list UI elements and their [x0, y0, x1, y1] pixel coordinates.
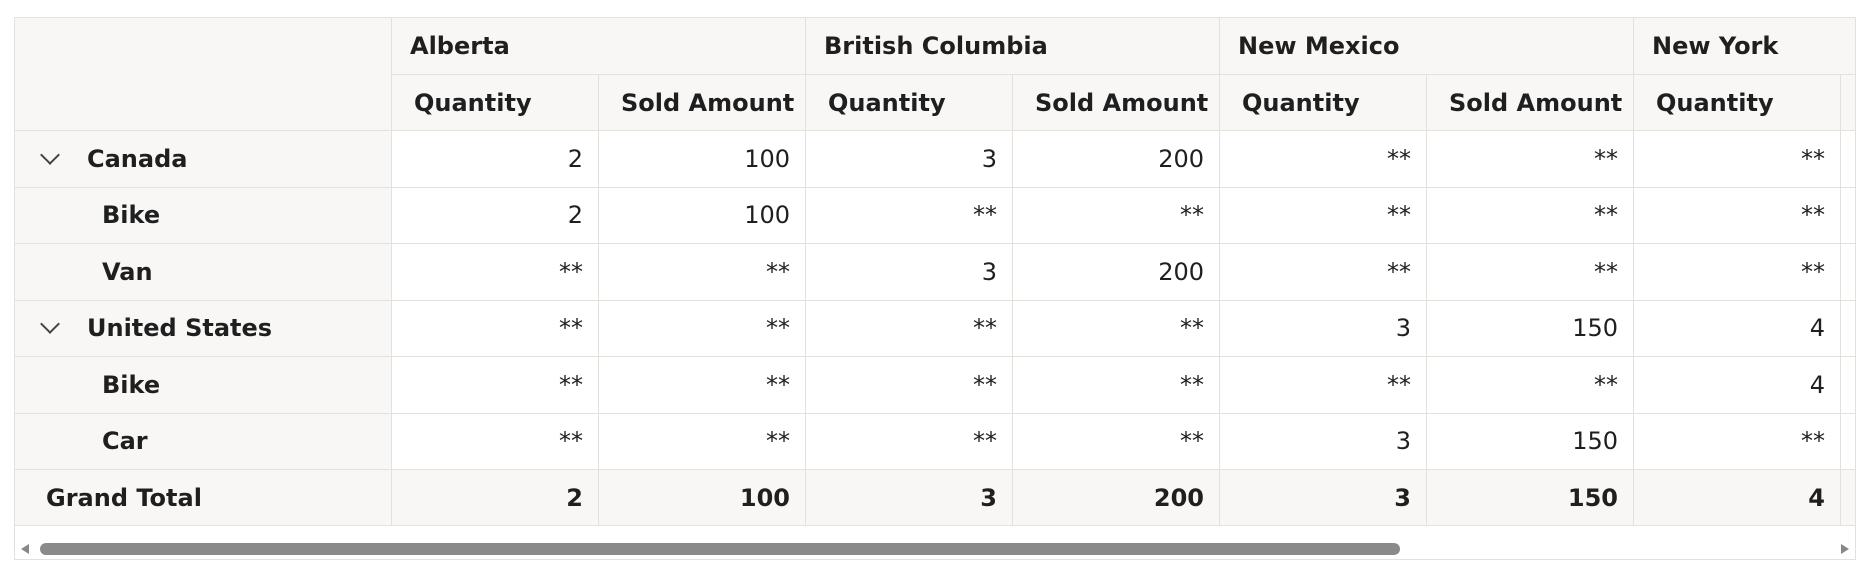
table-cell[interactable]: 100 [599, 187, 806, 244]
table-cell[interactable]: ** [806, 413, 1013, 470]
scroll-left-arrow-icon[interactable] [21, 544, 29, 554]
table-cell[interactable]: ** [392, 244, 599, 301]
grand-total-cell[interactable]: 3 [1220, 470, 1427, 526]
row-group-header[interactable]: United States [15, 300, 392, 357]
row-header: Car [15, 413, 392, 470]
pivot-table: Alberta British Columbia New Mexico New … [14, 17, 1856, 560]
table-cell[interactable]: 100 [599, 131, 806, 188]
grand-total-cell[interactable]: 200 [1013, 470, 1220, 526]
table-cell[interactable]: ** [1220, 357, 1427, 414]
table-cell[interactable]: 3 [1220, 300, 1427, 357]
table-row: Car ** ** ** ** 3 150 ** [15, 413, 1855, 470]
table-cell[interactable]: 3 [1220, 413, 1427, 470]
table-cell[interactable]: ** [1220, 244, 1427, 301]
table-cell[interactable]: 3 [806, 244, 1013, 301]
grand-total-row: Grand Total 2 100 3 200 3 150 4 [15, 470, 1855, 526]
table-cell[interactable]: ** [1427, 244, 1634, 301]
column-header-sold-amount[interactable]: Sold Amount [1013, 75, 1220, 131]
column-header-new-mexico[interactable]: New Mexico [1220, 18, 1634, 75]
row-overflow [1841, 414, 1855, 470]
table-cell[interactable]: ** [599, 300, 806, 357]
table-cell[interactable]: 150 [1427, 300, 1634, 357]
row-label: Bike [102, 201, 161, 230]
table-row: Canada 2 100 3 200 ** ** ** [15, 131, 1855, 188]
row-overflow [1841, 131, 1855, 188]
table-cell[interactable]: ** [1634, 187, 1841, 244]
row-overflow [1841, 357, 1855, 414]
table-cell[interactable]: ** [1634, 244, 1841, 301]
row-overflow [1841, 188, 1855, 244]
table-row: United States ** ** ** ** 3 150 4 [15, 300, 1855, 357]
table-cell[interactable]: 150 [1427, 413, 1634, 470]
row-overflow [1841, 244, 1855, 301]
row-label: Car [102, 427, 148, 456]
table-row: Bike ** ** ** ** ** ** 4 [15, 357, 1855, 414]
grand-total-cell[interactable]: 100 [599, 470, 806, 526]
column-header-overflow [1841, 75, 1855, 131]
column-header-sold-amount[interactable]: Sold Amount [1427, 75, 1634, 131]
table-cell[interactable]: ** [392, 357, 599, 414]
table-cell[interactable]: ** [1220, 187, 1427, 244]
table-cell[interactable]: ** [1013, 300, 1220, 357]
grand-total-cell[interactable]: 4 [1634, 470, 1841, 526]
table-cell[interactable]: ** [599, 244, 806, 301]
table-cell[interactable]: ** [392, 413, 599, 470]
table-cell[interactable]: 3 [806, 131, 1013, 188]
row-overflow [1841, 470, 1855, 526]
row-group-header[interactable]: Canada [15, 131, 392, 188]
grand-total-label: Grand Total [15, 470, 392, 526]
row-header: Van [15, 244, 392, 301]
scroll-right-arrow-icon[interactable] [1841, 544, 1849, 554]
row-label: Van [102, 257, 153, 286]
grand-total-cell[interactable]: 2 [392, 470, 599, 526]
table-cell[interactable]: 2 [392, 187, 599, 244]
table-cell[interactable]: ** [599, 413, 806, 470]
column-header-quantity[interactable]: Quantity [1220, 75, 1427, 131]
table-cell[interactable]: 200 [1013, 131, 1220, 188]
column-header-quantity[interactable]: Quantity [392, 75, 599, 131]
row-header: Bike [15, 357, 392, 414]
row-header: Bike [15, 187, 392, 244]
table-cell[interactable]: 200 [1013, 244, 1220, 301]
row-label: Bike [102, 370, 161, 399]
table-cell[interactable]: ** [1013, 357, 1220, 414]
table-cell[interactable]: ** [1634, 413, 1841, 470]
table-cell[interactable]: 4 [1634, 357, 1841, 414]
row-overflow [1841, 301, 1855, 357]
scrollbar-thumb[interactable] [40, 543, 1400, 555]
table-cell[interactable]: 2 [392, 131, 599, 188]
chevron-down-icon[interactable] [40, 314, 60, 335]
table-cell[interactable]: ** [1220, 131, 1427, 188]
table-cell[interactable]: ** [1013, 413, 1220, 470]
grand-total-cell[interactable]: 3 [806, 470, 1013, 526]
table-cell[interactable]: ** [806, 187, 1013, 244]
measure-header-row: Quantity Sold Amount Quantity Sold Amoun… [392, 75, 1855, 131]
column-header-british-columbia[interactable]: British Columbia [806, 18, 1220, 75]
table-cell[interactable]: ** [1427, 357, 1634, 414]
table-row: Bike 2 100 ** ** ** ** ** [15, 187, 1855, 244]
grand-total-cell[interactable]: 150 [1427, 470, 1634, 526]
chevron-down-icon[interactable] [40, 144, 60, 165]
table-cell[interactable]: ** [1013, 187, 1220, 244]
table-cell[interactable]: ** [599, 357, 806, 414]
table-cell[interactable]: ** [392, 300, 599, 357]
region-header-row: Alberta British Columbia New Mexico New … [392, 18, 1855, 75]
table-cell[interactable]: ** [806, 300, 1013, 357]
row-label: Canada [87, 144, 188, 173]
table-row: Van ** ** 3 200 ** ** ** [15, 244, 1855, 301]
column-header-alberta[interactable]: Alberta [392, 18, 806, 75]
table-cell[interactable]: ** [1634, 131, 1841, 188]
column-header-sold-amount[interactable]: Sold Amount [599, 75, 806, 131]
pivot-corner [15, 18, 392, 131]
column-header-new-york[interactable]: New York [1634, 18, 1855, 75]
horizontal-scrollbar[interactable] [15, 539, 1855, 559]
table-cell[interactable]: 4 [1634, 300, 1841, 357]
table-cell[interactable]: ** [1427, 187, 1634, 244]
table-cell[interactable]: ** [806, 357, 1013, 414]
column-header-quantity[interactable]: Quantity [1634, 75, 1841, 131]
table-cell[interactable]: ** [1427, 131, 1634, 188]
column-header-quantity[interactable]: Quantity [806, 75, 1013, 131]
row-label: United States [87, 314, 273, 343]
